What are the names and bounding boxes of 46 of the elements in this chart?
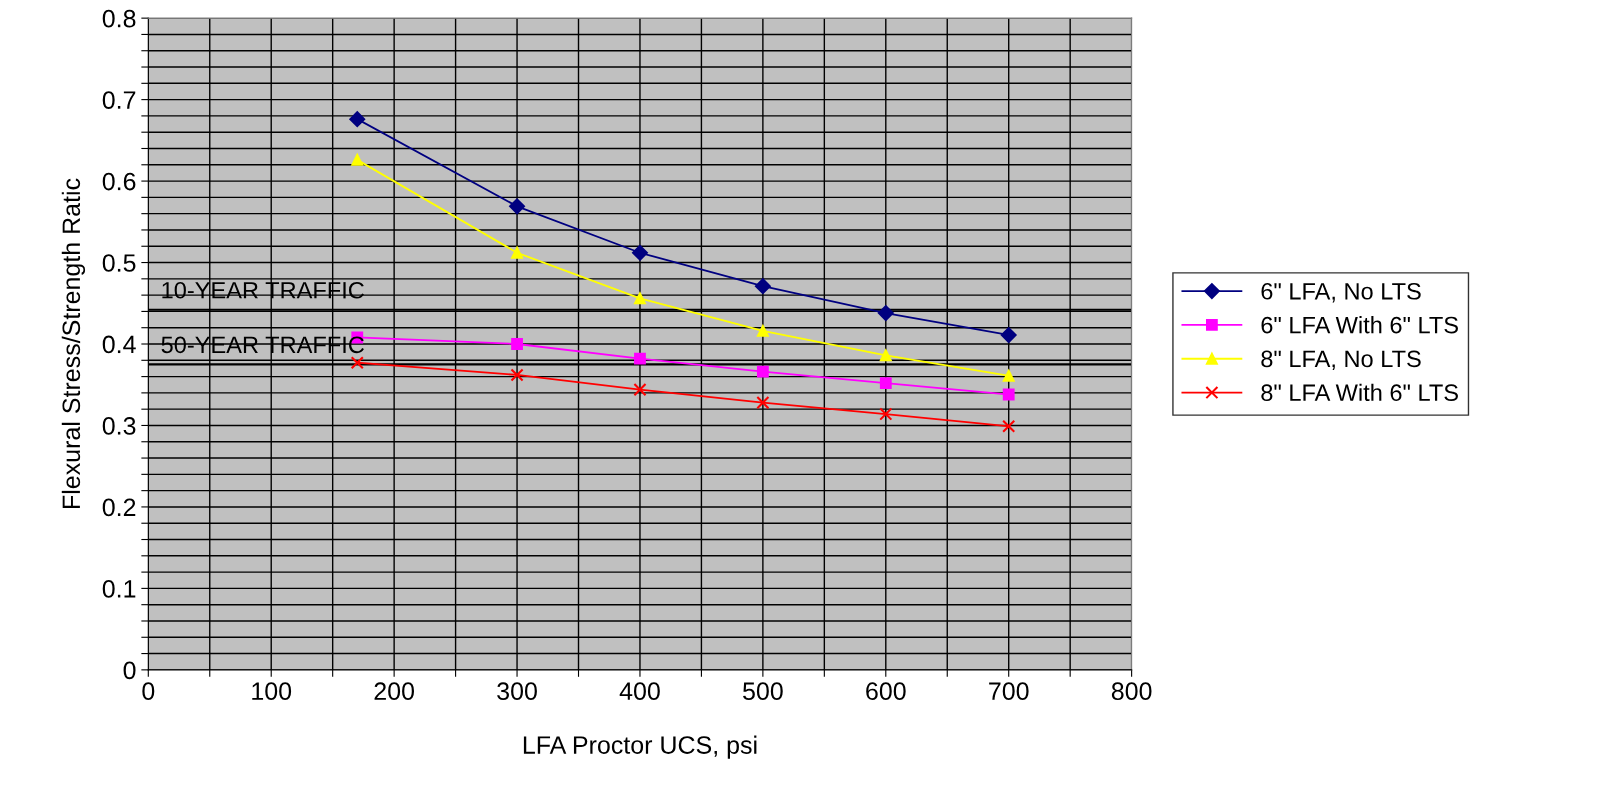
x-tick-label: 400 (619, 682, 660, 701)
x-tick-label: 600 (866, 682, 906, 701)
point (349, 111, 366, 128)
point (1000, 327, 1017, 343)
y-tick-label: 0.6 (102, 172, 136, 191)
y-tick-label: 0 (123, 661, 136, 680)
point (877, 305, 894, 321)
y-tick-label: 0.2 (102, 498, 136, 517)
point (879, 377, 892, 390)
x-tick-label: 500 (743, 682, 783, 701)
point (756, 365, 769, 378)
x-tick-label: 300 (497, 682, 537, 701)
y-tick-label: 0.5 (102, 254, 136, 272)
point (1002, 419, 1016, 433)
point (511, 246, 523, 259)
y-tick-label: 0.1 (102, 580, 136, 598)
point (632, 244, 648, 261)
point (351, 153, 364, 166)
legend-label: 6" LFA With 6" LTS (1261, 316, 1458, 334)
y-tick-label: 0.7 (102, 91, 136, 109)
legend-label: 8" LFA, No LTS (1261, 350, 1421, 371)
x-tick-label: 700 (989, 682, 1029, 701)
point (754, 278, 771, 295)
x-tick-label: 0 (142, 682, 155, 701)
x-tick-label: 200 (374, 682, 415, 701)
y-axis-title: Flexural Stress/Strength Ratic (61, 178, 86, 508)
point (879, 349, 892, 362)
point (756, 396, 770, 410)
point (1002, 369, 1015, 382)
point (509, 198, 525, 215)
legend-label: 8" LFA With 6" LTS (1261, 383, 1458, 402)
y-tick-label: 0.4 (102, 335, 136, 354)
point (510, 368, 524, 382)
x-axis-title: LFA Proctor UCS, psi (523, 735, 757, 759)
point (350, 356, 364, 370)
y-tick-label: 0.8 (102, 9, 136, 28)
point (1002, 388, 1015, 401)
point (633, 383, 647, 397)
point (634, 352, 646, 365)
point (634, 292, 646, 305)
point (511, 338, 523, 350)
y-tick-label: 0.3 (102, 417, 136, 435)
x-tick-label: 800 (1111, 682, 1152, 701)
point (879, 407, 893, 421)
x-tick-label: 100 (252, 682, 292, 701)
legend-label: 6" LFA, No LTS (1261, 282, 1421, 303)
